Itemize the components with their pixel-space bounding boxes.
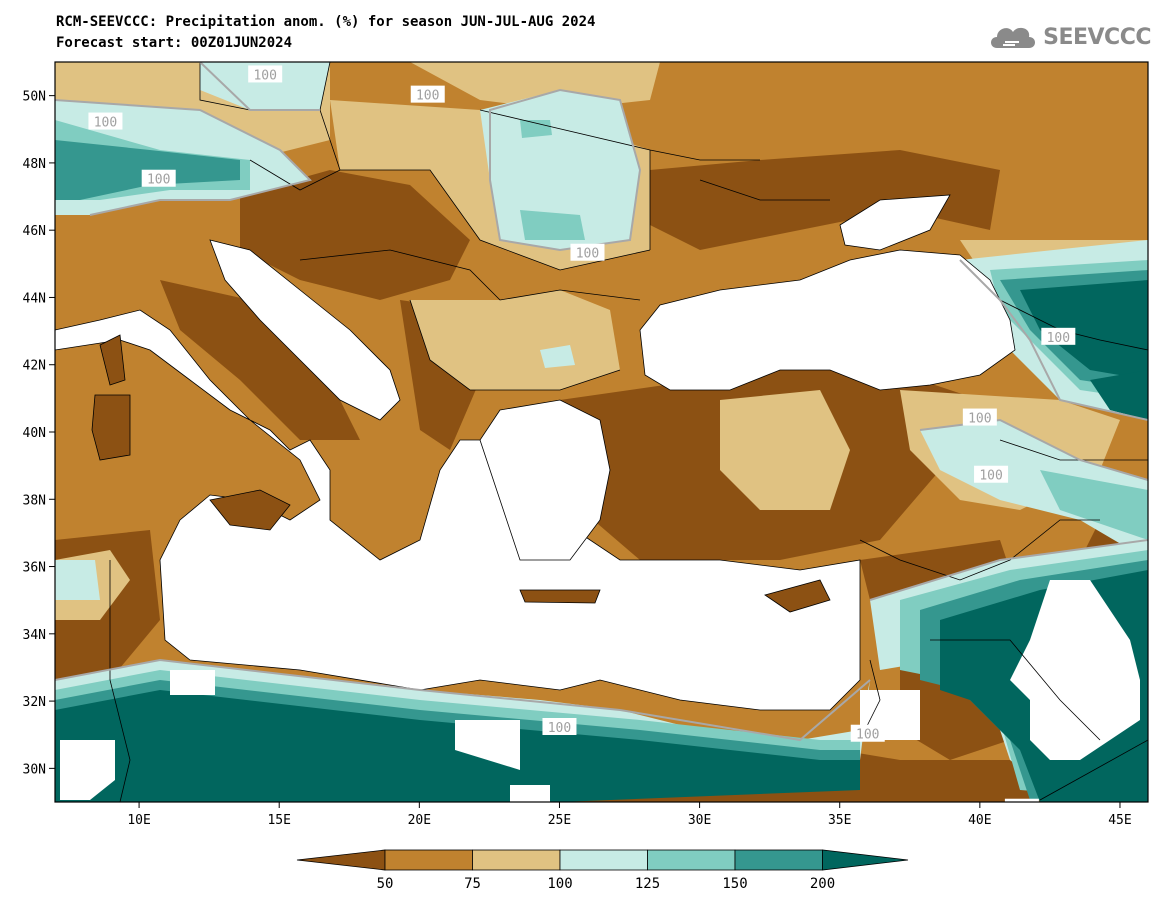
missing-data-patches	[60, 580, 1140, 802]
lat-tick-label: 48N	[23, 157, 46, 172]
contour-label: 100	[416, 89, 439, 104]
contour-label: 100	[576, 247, 599, 262]
lat-tick-label: 50N	[23, 90, 46, 105]
map-title: RCM-SEEVCCC: Precipitation anom. (%) for…	[56, 14, 596, 30]
lon-tick-label: 15E	[267, 813, 290, 828]
colorbar-tick-label: 125	[635, 876, 660, 892]
colorbar-swatch	[559, 849, 648, 871]
colorbar-swatch	[647, 849, 736, 871]
contour-label: 100	[1047, 331, 1070, 346]
lon-tick-label: 30E	[688, 813, 711, 828]
contour-label-background	[974, 465, 1009, 483]
map-field: 100 100 100 100 100 100 100 100 100 100 100	[55, 62, 1148, 817]
sea-areas	[55, 194, 1016, 711]
colorbar-swatch	[472, 849, 561, 871]
colorbar-tick-label: 200	[810, 876, 835, 892]
colorbar: 50 75 100 125 150 200	[296, 849, 909, 892]
lon-tick-label: 35E	[828, 813, 851, 828]
contour-label: 100	[979, 469, 1002, 484]
contour-label-background	[962, 408, 997, 426]
forecast-start-subtitle: Forecast start: 00Z01JUN2024	[56, 35, 293, 51]
contour-label: 100	[253, 68, 276, 83]
colorbar-swatch	[734, 849, 823, 871]
lat-tick-label: 40N	[23, 426, 46, 441]
lon-tick-label: 25E	[548, 813, 571, 828]
contour-label-background	[850, 724, 885, 742]
lat-tick-label: 38N	[23, 493, 46, 508]
colorbar-extend-low	[296, 849, 386, 871]
contour-label-background	[1041, 327, 1076, 345]
latitude-axis: 50N 48N 46N 44N 42N 40N 38N 36N 34N 32N 30N	[23, 90, 55, 777]
islands	[91, 334, 831, 613]
contour-label: 100	[147, 173, 170, 188]
colorbar-tick-label: 100	[547, 876, 572, 892]
lon-tick-label: 40E	[968, 813, 991, 828]
contour-label-background	[88, 112, 123, 130]
colorbar-extend-high	[822, 849, 909, 871]
lon-tick-label: 10E	[127, 813, 150, 828]
lat-tick-label: 32N	[23, 695, 46, 710]
lat-tick-label: 34N	[23, 628, 46, 643]
contour-label-background	[141, 169, 176, 187]
cloud-icon	[991, 27, 1036, 48]
colorbar-swatch	[384, 849, 473, 871]
seevccc-logo: SEEVCCC	[987, 22, 1151, 52]
contour-label-background	[248, 65, 283, 83]
contour-label-background	[570, 243, 605, 261]
contour-label: 100	[968, 412, 991, 427]
contour-label-background	[410, 85, 445, 103]
contour-label: 100	[856, 728, 879, 743]
contour-label-background	[542, 718, 577, 735]
lon-tick-label: 45E	[1108, 813, 1131, 828]
lat-tick-label: 36N	[23, 561, 46, 576]
colorbar-tick-label: 75	[464, 876, 481, 892]
contour-labels: 100 100 100 100 100 100 100 100 100 100 100	[88, 65, 1076, 817]
lat-tick-label: 42N	[23, 359, 46, 374]
lon-tick-label: 20E	[408, 813, 431, 828]
logo-text: SEEVCCC	[1043, 24, 1151, 50]
contour-100-lines	[55, 62, 1148, 742]
contour-label-background	[1004, 798, 1039, 802]
colorbar-tick-label: 50	[377, 876, 394, 892]
contour-label: 100	[548, 721, 571, 736]
contour-label: 100	[94, 116, 117, 131]
contour-label: 100	[1010, 802, 1033, 817]
longitude-axis: 10E 15E 20E 25E 30E 35E 40E 45E	[127, 802, 1132, 828]
lat-tick-label: 44N	[23, 291, 46, 306]
lat-tick-label: 30N	[23, 762, 46, 777]
colorbar-tick-label: 150	[722, 876, 747, 892]
lat-tick-label: 46N	[23, 224, 46, 239]
